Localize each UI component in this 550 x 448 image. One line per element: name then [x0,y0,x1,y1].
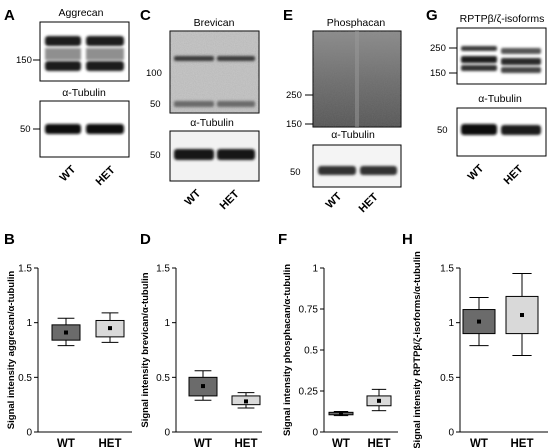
mean-marker [339,411,343,416]
aggrecan-title: Aggrecan [59,7,104,19]
panel-c: C Brevican 100 50 α-Tubulin 50 WT HET [140,7,260,212]
rptp-title: RPTPβ/ζ-isoforms [460,13,545,25]
y-axis-label: Signal intensity aggrecan/α-tubulin [6,271,17,430]
mean-marker [201,384,205,389]
box-wt: WT [462,297,496,448]
lane-label-wt: WT [324,190,345,211]
mw-marker-250: 250 [430,43,446,54]
box-wt: WT [328,411,354,448]
y-tick-label: 0 [448,428,454,439]
y-tick-label: 1.5 [440,264,454,275]
lane-label-het: HET [94,164,118,188]
y-tick-label: 0.5 [18,373,32,384]
y-axis-label: Signal intensity phosphacan/α-tubulin [282,264,293,436]
y-tick-label: 1.5 [156,264,170,275]
mw-marker-150: 150 [286,119,302,130]
mw-marker-250: 250 [286,90,302,101]
mean-marker [244,399,248,404]
mw-marker-50-c: 50 [150,150,161,161]
x-category-label: HET [511,438,534,448]
mean-marker [520,313,524,318]
box-het: HET [231,392,261,448]
y-tick-label: 0.25 [299,387,319,398]
panel-g: G RPTPβ/ζ-isoforms 250 150 α-Tubulin 50 … [426,7,547,187]
brevican-title: Brevican [194,17,235,29]
panel-e: E Phosphacan 250 150 α-Tubulin 50 WT HET [283,7,402,215]
boxplot-panel-f: 0 0.25 0.5 0.75 1 Signal intensity phosphacan… [282,264,398,448]
boxplot-panel-d: 0 0.5 1 1.5 Signal intensity brevican/α-tubu… [140,264,262,448]
y-tick-label: 1.5 [18,264,32,275]
mw-marker-150: 150 [16,55,32,66]
box-het: HET [505,272,539,448]
x-category-label: HET [235,438,258,448]
aggrecan-bands [45,36,124,71]
tubulin-title-c: α-Tubulin [190,117,234,129]
y-tick-label: 1 [26,318,32,329]
y-axis-label: Signal intensity RPTPβ/ζ-isoforms/α-tubu… [412,251,423,448]
mw-marker-50-brevican: 50 [150,99,161,110]
lane-label-het: HET [218,188,242,212]
lane-label-het: HET [357,191,381,215]
tubulin-title-g: α-Tubulin [478,93,522,105]
panel-letter-h: H [402,231,413,248]
panel-letter-f: F [278,231,287,248]
phosphacan-title: Phosphacan [327,17,386,29]
mean-marker [477,319,481,324]
panel-letter-b: B [4,231,15,248]
panel-letter-e: E [283,7,293,24]
lane-label-wt: WT [58,163,79,184]
tubulin-bands-e [318,166,397,175]
panel-letter-d: D [140,231,151,248]
tubulin-title-e: α-Tubulin [331,129,375,141]
boxplot-panel-h: 0 0.5 1 1.5 Signal intensity RPTPβ/ζ-isoform… [412,251,548,448]
x-category-label: HET [368,438,391,448]
brevican-bands [174,56,255,107]
y-tick-label: 0 [26,428,32,439]
box-wt: WT [188,370,218,448]
mean-marker [64,330,68,335]
box-wt: WT [51,317,81,448]
y-tick-label: 0.5 [304,346,318,357]
box-het: HET [366,388,392,448]
y-tick-label: 0 [312,428,318,439]
lane-label-wt: WT [183,187,204,208]
lane-label-wt: WT [466,162,487,183]
lane-label-het: HET [502,163,526,187]
y-tick-label: 0.5 [156,373,170,384]
mw-marker-50: 50 [20,124,31,135]
y-axis-label: Signal intensity brevican/α-tubulin [140,272,151,427]
box-het: HET [95,312,125,448]
tubulin-bands-g [461,124,541,135]
y-tick-label: 1 [312,264,318,275]
mw-marker-150: 150 [430,68,446,79]
y-tick-label: 1 [164,318,170,329]
mean-marker [108,326,112,331]
y-tick-label: 0.5 [440,373,454,384]
x-category-label: WT [332,438,350,448]
tubulin-bands-a [45,124,124,134]
y-tick-label: 0.75 [299,305,319,316]
x-category-label: HET [99,438,122,448]
panel-letter-a: A [4,7,15,24]
mw-marker-50-g: 50 [437,125,448,136]
mw-marker-100: 100 [146,68,162,79]
x-category-label: WT [57,438,75,448]
y-tick-label: 0 [164,428,170,439]
panel-a: A Aggrecan 150 α-Tubulin 50 WT HET [4,7,130,188]
x-category-label: WT [194,438,212,448]
mw-marker-50-e: 50 [290,167,301,178]
mean-marker [377,398,381,403]
tubulin-bands-c [174,149,255,160]
panel-letter-c: C [140,7,151,24]
rptp-bands [461,46,541,73]
y-tick-label: 1 [448,318,454,329]
tubulin-title-a: α-Tubulin [62,87,106,99]
x-category-label: WT [470,438,488,448]
panel-letter-g: G [426,7,438,24]
